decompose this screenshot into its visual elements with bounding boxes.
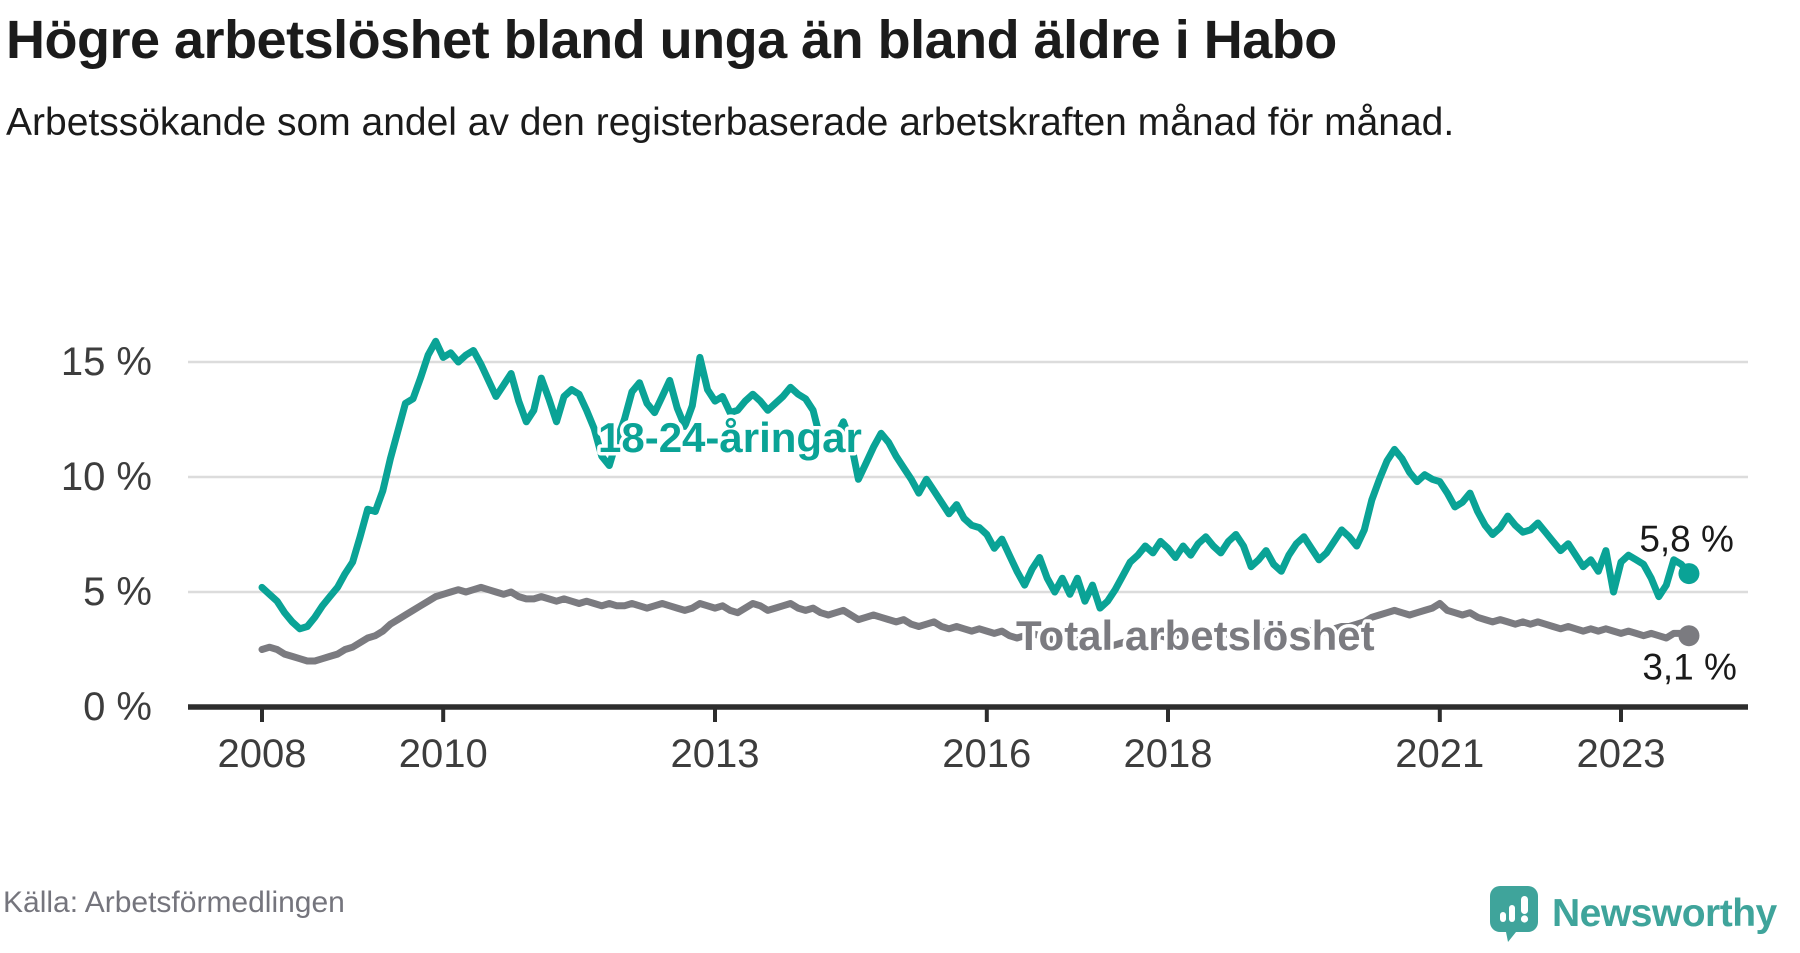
series-label-youth: 18-24-åringar (598, 414, 862, 461)
x-tick-label: 2021 (1395, 732, 1484, 776)
x-tick-label: 2010 (399, 732, 488, 776)
end-value-label-total: 3,1 % (1642, 647, 1737, 688)
brand-name: Newsworthy (1552, 892, 1777, 935)
newsworthy-logo-icon (1490, 886, 1538, 942)
chart-title: Högre arbetslöshet bland unga än bland ä… (6, 10, 1337, 70)
series-label-total: Total arbetslöshet (1016, 612, 1375, 659)
series-end-dot (1678, 625, 1700, 647)
chart-header: Högre arbetslöshet bland unga än bland ä… (6, 0, 1786, 149)
series-line (258, 583, 1693, 665)
x-tick-label: 2016 (942, 732, 1031, 776)
x-tick-label: 2008 (218, 732, 307, 776)
source-note: Källa: Arbetsförmedlingen (3, 886, 345, 919)
y-tick-label: 10 % (61, 455, 152, 499)
y-tick-label: 15 % (61, 340, 152, 384)
end-value-label-youth: 5,8 % (1639, 519, 1734, 560)
chart-subtitle: Arbetssökande som andel av den registerb… (6, 101, 1455, 145)
series-line (258, 337, 1693, 633)
y-tick-label: 0 % (83, 685, 152, 729)
series-end-dot (1678, 563, 1700, 585)
y-tick-label: 5 % (83, 570, 152, 614)
x-tick-label: 2018 (1124, 732, 1213, 776)
x-tick-label: 2023 (1577, 732, 1666, 776)
newsworthy-brand[interactable]: Newsworthy (1490, 886, 1777, 942)
x-tick-label: 2013 (671, 732, 760, 776)
